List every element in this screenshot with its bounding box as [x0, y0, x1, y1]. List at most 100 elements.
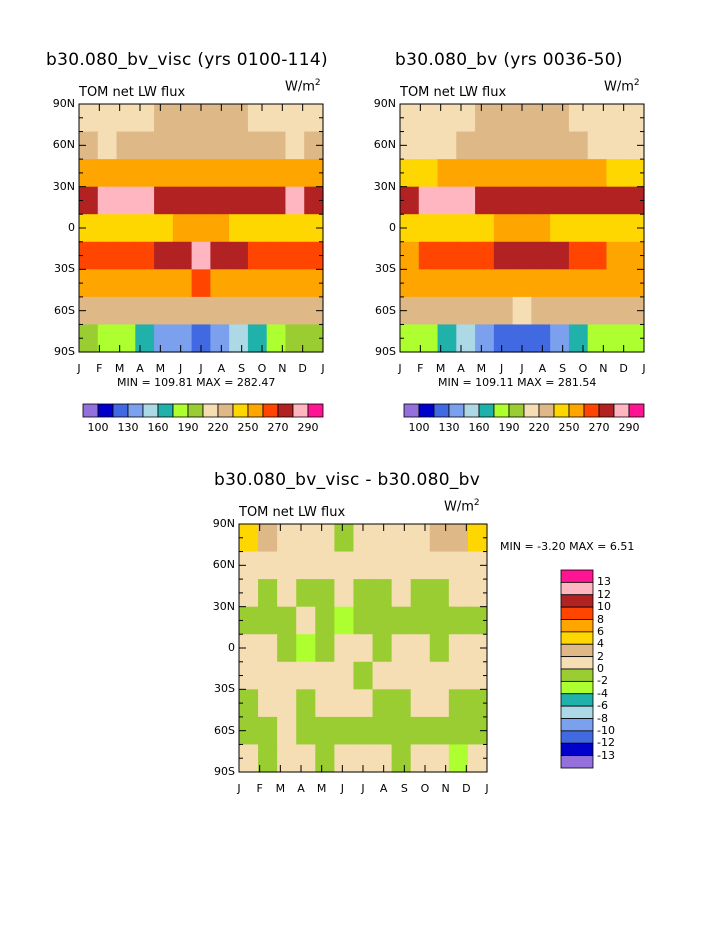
x-tick-label: J [361, 782, 365, 795]
heatmap-cell [116, 269, 136, 298]
heatmap-cell [372, 744, 393, 773]
heatmap-cell [456, 324, 476, 353]
heatmap-cell [285, 104, 305, 133]
heatmap-cell [587, 269, 608, 298]
heatmap-cell [315, 579, 335, 608]
colorbar-swatch [172, 403, 189, 418]
heatmap-cell [400, 131, 420, 160]
heatmap-cell [296, 716, 316, 746]
heatmap-cell [625, 241, 645, 270]
colorbar-label: 250 [237, 421, 259, 434]
colorbar-swatch [628, 403, 645, 418]
heatmap-cell [334, 579, 355, 608]
x-tick-label: F [96, 362, 103, 375]
colorbar-swatch [262, 403, 279, 418]
heatmap-cell [475, 214, 495, 243]
heatmap-cell [258, 524, 278, 553]
colorbar-label: 100 [408, 421, 430, 434]
heatmap-cell [135, 296, 155, 326]
heatmap-cell [429, 524, 450, 553]
heatmap-cell [334, 606, 355, 635]
heatmap-cell [550, 269, 570, 298]
heatmap-cell [266, 214, 287, 243]
y-tick-label: 30S [54, 262, 75, 276]
heatmap-cell [410, 551, 431, 580]
panel3-title: b30.080_bv_visc - b30.080_bv [214, 470, 481, 490]
colorbar-swatch [187, 403, 204, 418]
heatmap-cell [531, 296, 551, 326]
heatmap-cell [172, 131, 193, 160]
heatmap-cell [475, 104, 495, 133]
heatmap-cell [400, 104, 420, 133]
colorbar-swatch [560, 705, 594, 719]
heatmap-cell [304, 159, 324, 188]
panel3-plot [238, 523, 488, 773]
heatmap-cell [97, 241, 118, 270]
colorbar-swatch [560, 643, 594, 658]
heatmap-cell [410, 661, 431, 690]
heatmap-cell [372, 551, 393, 580]
heatmap-cell [277, 634, 297, 663]
heatmap-cell [285, 131, 305, 160]
heatmap-cell [277, 716, 297, 746]
heatmap-cell [191, 241, 211, 270]
heatmap-cell [437, 269, 457, 298]
colorbar-swatch [508, 403, 525, 418]
x-tick-label: D [462, 782, 471, 795]
heatmap-cell [285, 186, 305, 215]
heatmap-cell [353, 524, 374, 553]
heatmap-cell [550, 159, 570, 188]
colorbar-swatch [560, 619, 594, 633]
heatmap-cell [400, 241, 420, 270]
heatmap-cell [391, 634, 412, 663]
heatmap-cell [239, 716, 259, 746]
x-tick-label: F [417, 362, 424, 375]
x-tick-label: O [578, 362, 588, 375]
heatmap-cell [550, 131, 570, 160]
x-tick-label: J [500, 362, 504, 375]
heatmap-cell [512, 159, 532, 188]
heatmap-cell [210, 104, 230, 133]
colorbar-swatch [157, 403, 174, 418]
heatmap-cell [353, 634, 374, 663]
panel1-units: W/m2 [285, 78, 321, 94]
heatmap-cell [418, 241, 439, 270]
heatmap-cell [437, 186, 457, 215]
heatmap-cell [467, 524, 488, 553]
x-tick-label: F [256, 782, 263, 795]
x-tick-label: M [476, 362, 487, 375]
heatmap-cell [429, 716, 450, 746]
heatmap-cell [258, 579, 278, 608]
colorbar-swatch [560, 581, 594, 596]
heatmap-cell [296, 524, 316, 553]
heatmap-cell [568, 214, 589, 243]
x-tick-label: J [340, 782, 344, 795]
heatmap-cell [475, 324, 495, 353]
heatmap-cell [568, 104, 589, 133]
heatmap-cell [448, 689, 469, 718]
heatmap-cell [448, 551, 469, 580]
heatmap-cell [372, 689, 393, 718]
heatmap-cell [410, 716, 431, 746]
heatmap-cell [172, 241, 193, 270]
colorbar-swatch [560, 718, 594, 732]
heatmap-cell [172, 269, 193, 298]
heatmap-cell [625, 104, 645, 133]
heatmap-cell [587, 131, 608, 160]
x-tick-label: M [275, 782, 286, 795]
colorbar-swatch [560, 594, 594, 608]
heatmap-cell [191, 159, 211, 188]
x-tick-label: M [435, 362, 446, 375]
heatmap-cell [418, 131, 439, 160]
heatmap-cell [97, 296, 118, 326]
heatmap-cell [116, 104, 136, 133]
colorbar-label: -13 [597, 748, 615, 762]
heatmap-cell [285, 159, 305, 188]
colorbar-label: -8 [597, 711, 608, 725]
heatmap-cell [135, 269, 155, 298]
heatmap-cell [116, 186, 136, 215]
colorbar-label: -10 [597, 723, 615, 737]
heatmap-cell [97, 131, 118, 160]
heatmap-cell [625, 324, 645, 353]
heatmap-cell [247, 104, 268, 133]
